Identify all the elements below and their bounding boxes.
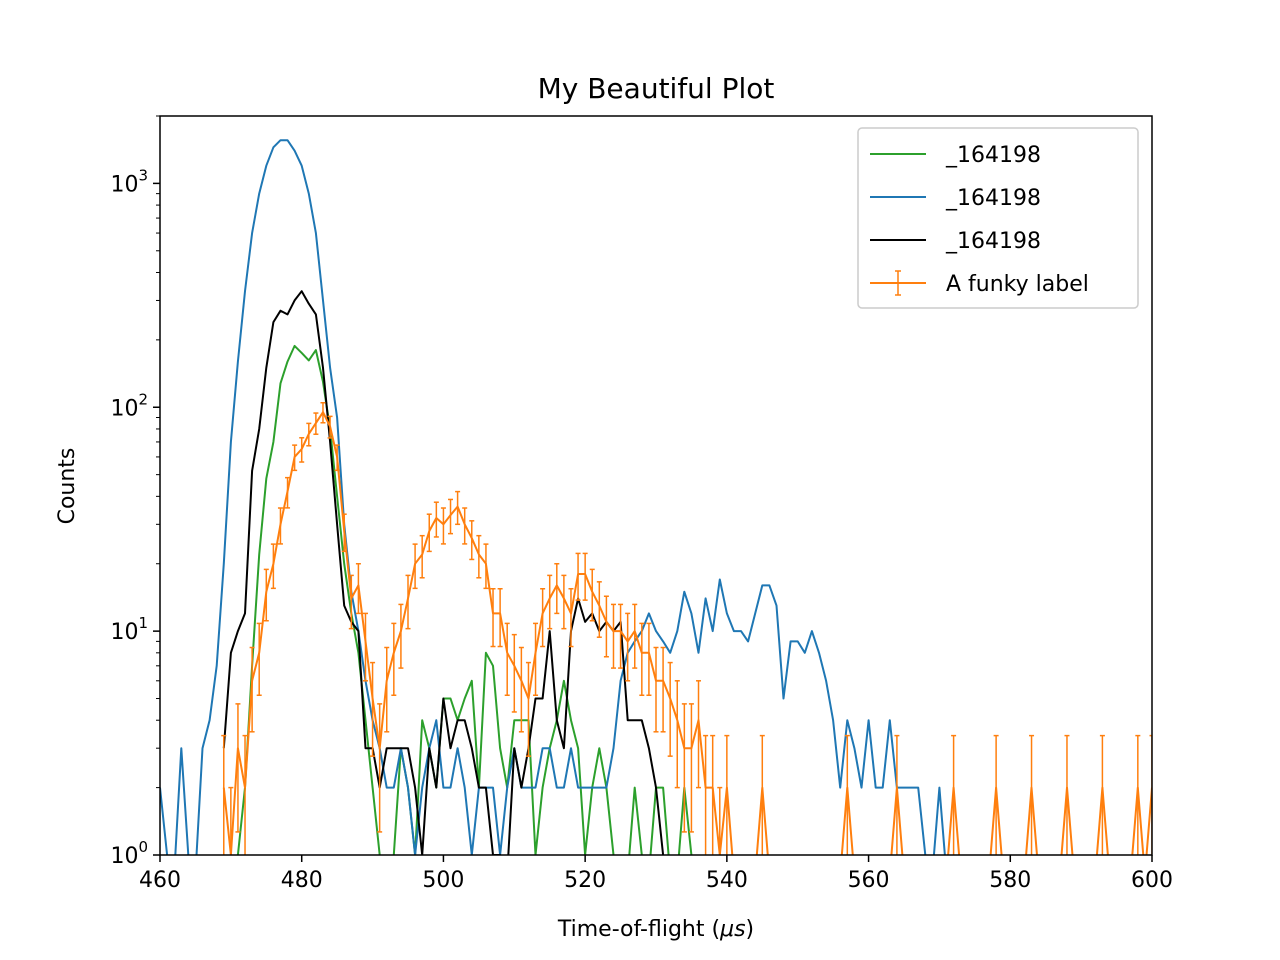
x-axis-label-prefix: Time-of-flight ( xyxy=(557,917,720,942)
y-tick-label: 100 xyxy=(110,838,148,869)
y-tick-base: 10 xyxy=(110,844,138,869)
series-line xyxy=(236,344,693,855)
legend-item-2: _164198 xyxy=(870,229,1041,254)
series-0 xyxy=(236,344,693,855)
x-tick-label: 580 xyxy=(989,868,1031,893)
chart-title: My Beautiful Plot xyxy=(538,72,775,105)
y-tick-exponent: 1 xyxy=(138,614,148,632)
series-3 xyxy=(221,402,1152,855)
x-tick-label: 560 xyxy=(848,868,890,893)
y-tick-base: 10 xyxy=(110,620,138,645)
legend-label: _164198 xyxy=(945,186,1041,211)
y-tick-label: 101 xyxy=(110,614,148,645)
legend-item-3: A funky label xyxy=(870,270,1089,297)
y-tick-exponent: 3 xyxy=(138,166,148,184)
series-line xyxy=(222,290,665,855)
y-tick-exponent: 0 xyxy=(138,838,148,856)
x-tick-label: 600 xyxy=(1131,868,1173,893)
x-tick-label: 540 xyxy=(706,868,748,893)
legend-label: _164198 xyxy=(945,143,1041,168)
series-line xyxy=(160,139,954,855)
x-tick-label: 460 xyxy=(139,868,181,893)
legend-item-0: _164198 xyxy=(870,143,1041,168)
y-tick-label: 103 xyxy=(110,166,148,197)
legend-label: _164198 xyxy=(945,229,1041,254)
legend-frame xyxy=(857,127,1139,309)
legend-item-1: _164198 xyxy=(870,186,1041,211)
y-tick-label: 102 xyxy=(110,390,148,421)
x-tick-label: 480 xyxy=(281,868,323,893)
x-axis: 460 480 500 520 540 560 580 600 xyxy=(139,855,1173,893)
x-tick-label: 500 xyxy=(422,868,464,893)
y-axis-label: Counts xyxy=(55,448,80,525)
x-tick-label: 520 xyxy=(564,868,606,893)
y-tick-exponent: 2 xyxy=(138,390,148,408)
x-axis-label-unit: μs xyxy=(719,917,745,942)
plot-frame xyxy=(159,115,1153,856)
series-2 xyxy=(222,290,665,855)
legend: _164198 _164198 _164198 A funky label xyxy=(857,127,1139,309)
y-tick-base: 10 xyxy=(110,172,138,197)
series-1 xyxy=(160,139,954,855)
legend-label: A funky label xyxy=(946,272,1089,297)
x-axis-label-suffix: ) xyxy=(746,917,755,942)
series-layer xyxy=(160,139,1152,855)
y-tick-base: 10 xyxy=(110,396,138,421)
x-axis-label: Time-of-flight (μs) xyxy=(557,917,754,942)
